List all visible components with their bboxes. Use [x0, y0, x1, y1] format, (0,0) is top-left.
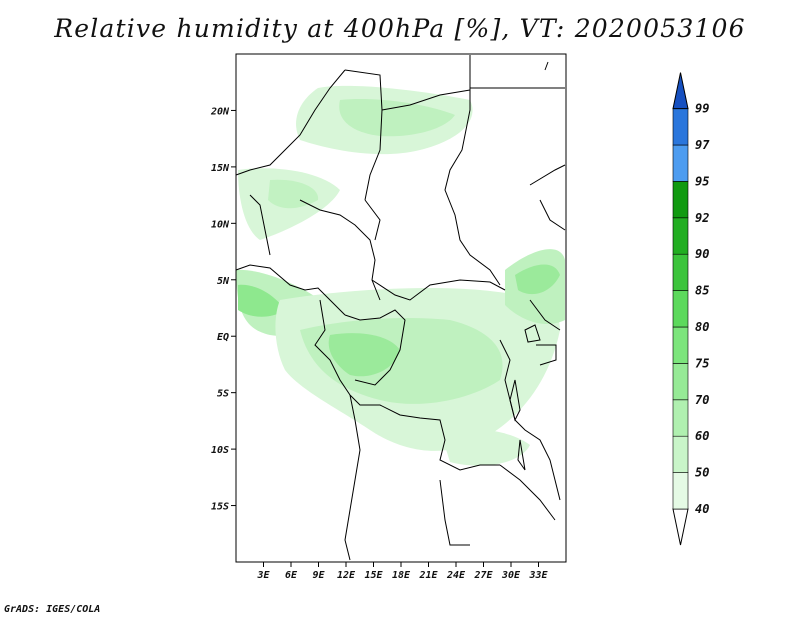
colorbar-segment: [672, 144, 689, 182]
lon-tick-label: 30E: [501, 570, 521, 581]
lon-tick-label: 15E: [364, 570, 383, 581]
lat-tick-label: 15S: [211, 502, 229, 513]
lon-tick-label: 12E: [337, 570, 356, 581]
colorbar-label: 80: [695, 320, 709, 334]
colorbar-label: 50: [695, 466, 709, 480]
colorbar-lower-extension: [672, 508, 689, 546]
lat-tick-label: 20N: [210, 106, 230, 117]
colorbar-segment: [672, 435, 689, 473]
colorbar-label: 85: [695, 284, 709, 298]
lat-tick-label: 15N: [211, 163, 230, 174]
colorbar: 40 50 60 70 75 80 85 90 92 95 97 99: [672, 72, 710, 546]
grads-credit: GrADS: IGES/COLA: [4, 604, 101, 615]
colorbar-label: 99: [695, 102, 709, 116]
colorbar-segment: [672, 253, 689, 291]
lon-tick-label: 27E: [473, 570, 493, 581]
lon-tick-label: 24E: [446, 570, 466, 581]
colorbar-label: 92: [695, 211, 709, 225]
latitude-axis: 20N 15N 10N 5N EQ 5S 10S 15S: [210, 106, 236, 513]
colorbar-segment: [672, 472, 689, 510]
lon-tick-label: 21E: [418, 570, 438, 581]
lat-tick-label: 10N: [211, 219, 230, 230]
colorbar-label: 40: [695, 502, 709, 516]
lat-tick-label: EQ: [217, 332, 229, 343]
country-borders: [235, 55, 566, 561]
colorbar-segment: [672, 290, 689, 328]
lon-tick-label: 3E: [256, 570, 270, 581]
colorbar-segment: [672, 326, 689, 364]
colorbar-label: 70: [695, 393, 709, 407]
colorbar-label: 60: [695, 429, 709, 443]
chart-title: Relative humidity at 400hPa [%], VT: 202…: [54, 14, 746, 43]
lon-tick-label: 9E: [312, 570, 325, 581]
colorbar-label: 95: [695, 174, 709, 188]
lon-tick-label: 6E: [285, 570, 298, 581]
lat-tick-label: 5S: [217, 389, 229, 400]
colorbar-segment: [672, 181, 689, 219]
colorbar-segment: [672, 399, 689, 437]
colorbar-label: 75: [695, 356, 709, 370]
colorbar-segment: [672, 217, 689, 255]
lat-tick-label: 5N: [217, 276, 230, 287]
longitude-axis: 3E 6E 9E 12E 15E 18E 21E 24E 27E 30E 33E: [256, 562, 549, 581]
colorbar-upper-extension: [672, 72, 689, 110]
lakes: [509, 324, 541, 471]
colorbar-label: 97: [695, 138, 710, 152]
lon-tick-label: 18E: [392, 570, 411, 581]
humidity-shading: [236, 85, 565, 466]
colorbar-segment: [672, 363, 689, 401]
colorbar-label: 90: [695, 247, 709, 261]
lat-tick-label: 10S: [211, 445, 229, 456]
colorbar-segment: [672, 108, 689, 146]
lon-tick-label: 33E: [528, 570, 548, 581]
